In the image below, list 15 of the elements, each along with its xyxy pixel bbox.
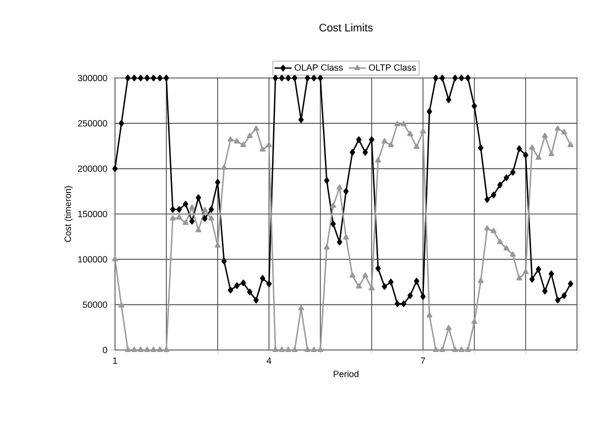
x-tick-label: 7 [420, 358, 426, 364]
y-tick-label: 150000 [78, 210, 108, 218]
y-tick-label: 200000 [78, 165, 108, 172]
x-tick-label: 4 [266, 358, 272, 364]
y-tick-label: 250000 [78, 120, 108, 127]
x-axis-title: Period [334, 370, 358, 378]
chart-title: Cost Limits [319, 23, 373, 32]
legend-label: OLAP Class [294, 64, 343, 71]
x-tick-label: 1 [113, 358, 118, 364]
y-tick-label: 300000 [78, 74, 108, 82]
y-axis-title: Cost (timeron) [64, 186, 73, 242]
legend-label: OLTP Class [368, 64, 416, 71]
y-tick-label: 0 [102, 346, 108, 354]
y-tick-label: 50000 [82, 301, 108, 308]
y-tick-label: 100000 [78, 256, 108, 263]
